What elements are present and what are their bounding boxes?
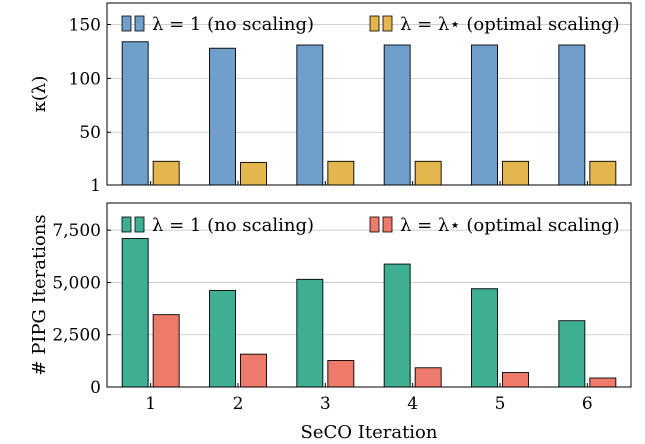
bar-series2-5 xyxy=(502,372,529,388)
bar-series2-1 xyxy=(152,160,180,186)
bar-series1-4 xyxy=(383,44,411,186)
x-tick-label: 2 xyxy=(233,394,244,414)
legend-swatch xyxy=(369,216,380,233)
bar-series1-1 xyxy=(121,41,149,186)
x-tick-label: 6 xyxy=(582,394,593,414)
y-tick-label: 100 xyxy=(69,69,101,89)
bar-series1-4 xyxy=(383,263,411,388)
legend-entry: λ = 1 (no scaling) xyxy=(152,14,314,35)
bar-series2-2 xyxy=(240,161,267,186)
bar-series2-6 xyxy=(589,160,617,186)
bar-series1-6 xyxy=(558,44,586,186)
x-tick-label: 1 xyxy=(145,394,156,414)
y-tick-label: 50 xyxy=(79,123,101,143)
bar-series2-4 xyxy=(414,367,442,388)
y-tick-label: 1 xyxy=(90,176,101,196)
legend-entry: λ = 1 (no scaling) xyxy=(152,215,314,236)
y-tick-label: 150 xyxy=(69,16,101,36)
legend-swatch xyxy=(121,15,132,32)
axis-frame xyxy=(106,202,632,388)
x-tick-label: 4 xyxy=(407,394,418,414)
bar-series1-5 xyxy=(471,288,498,388)
y-tick-label: 2,500 xyxy=(52,326,101,346)
legend-entry: λ = λ⋆ (optimal scaling) xyxy=(400,14,620,35)
legend-swatch xyxy=(134,216,145,233)
legend-swatch xyxy=(382,216,393,233)
legend-swatch xyxy=(382,15,393,32)
bar-series2-5 xyxy=(502,160,529,186)
bar-series2-6 xyxy=(589,377,617,388)
x-tick-label: 3 xyxy=(320,394,331,414)
y-axis-label: # PIPG Iterations xyxy=(29,214,50,375)
axis-frame xyxy=(106,2,632,186)
bar-series1-3 xyxy=(296,44,324,186)
bar-series2-2 xyxy=(240,353,267,388)
y-tick-label: 0 xyxy=(90,378,101,398)
legend-swatch xyxy=(134,15,145,32)
bar-series2-1 xyxy=(152,314,180,388)
bar-series2-4 xyxy=(414,160,442,186)
legend-swatch xyxy=(369,15,380,32)
legend-swatch xyxy=(121,216,132,233)
y-tick-label: 7,500 xyxy=(52,221,101,241)
bottom-chart-pipg-iterations: 0 2,500 5,000 7,500 1 2 3 4 5 6 # PIPG Iterations S… xyxy=(29,202,632,443)
bar-series1-2 xyxy=(209,47,236,186)
bar-series1-2 xyxy=(209,289,236,388)
x-tick-label: 5 xyxy=(495,394,506,414)
bar-series1-1 xyxy=(121,238,149,388)
bar-series2-3 xyxy=(327,359,355,388)
y-tick-label: 5,000 xyxy=(52,273,101,293)
bar-series1-5 xyxy=(471,44,498,186)
y-axis-label: κ(λ) xyxy=(29,76,50,113)
bar-series1-6 xyxy=(558,320,586,388)
x-axis-label: SeCO Iteration xyxy=(301,422,438,443)
legend-entry: λ = λ⋆ (optimal scaling) xyxy=(400,215,620,236)
bar-series2-3 xyxy=(327,160,355,186)
bar-series1-3 xyxy=(296,278,324,388)
